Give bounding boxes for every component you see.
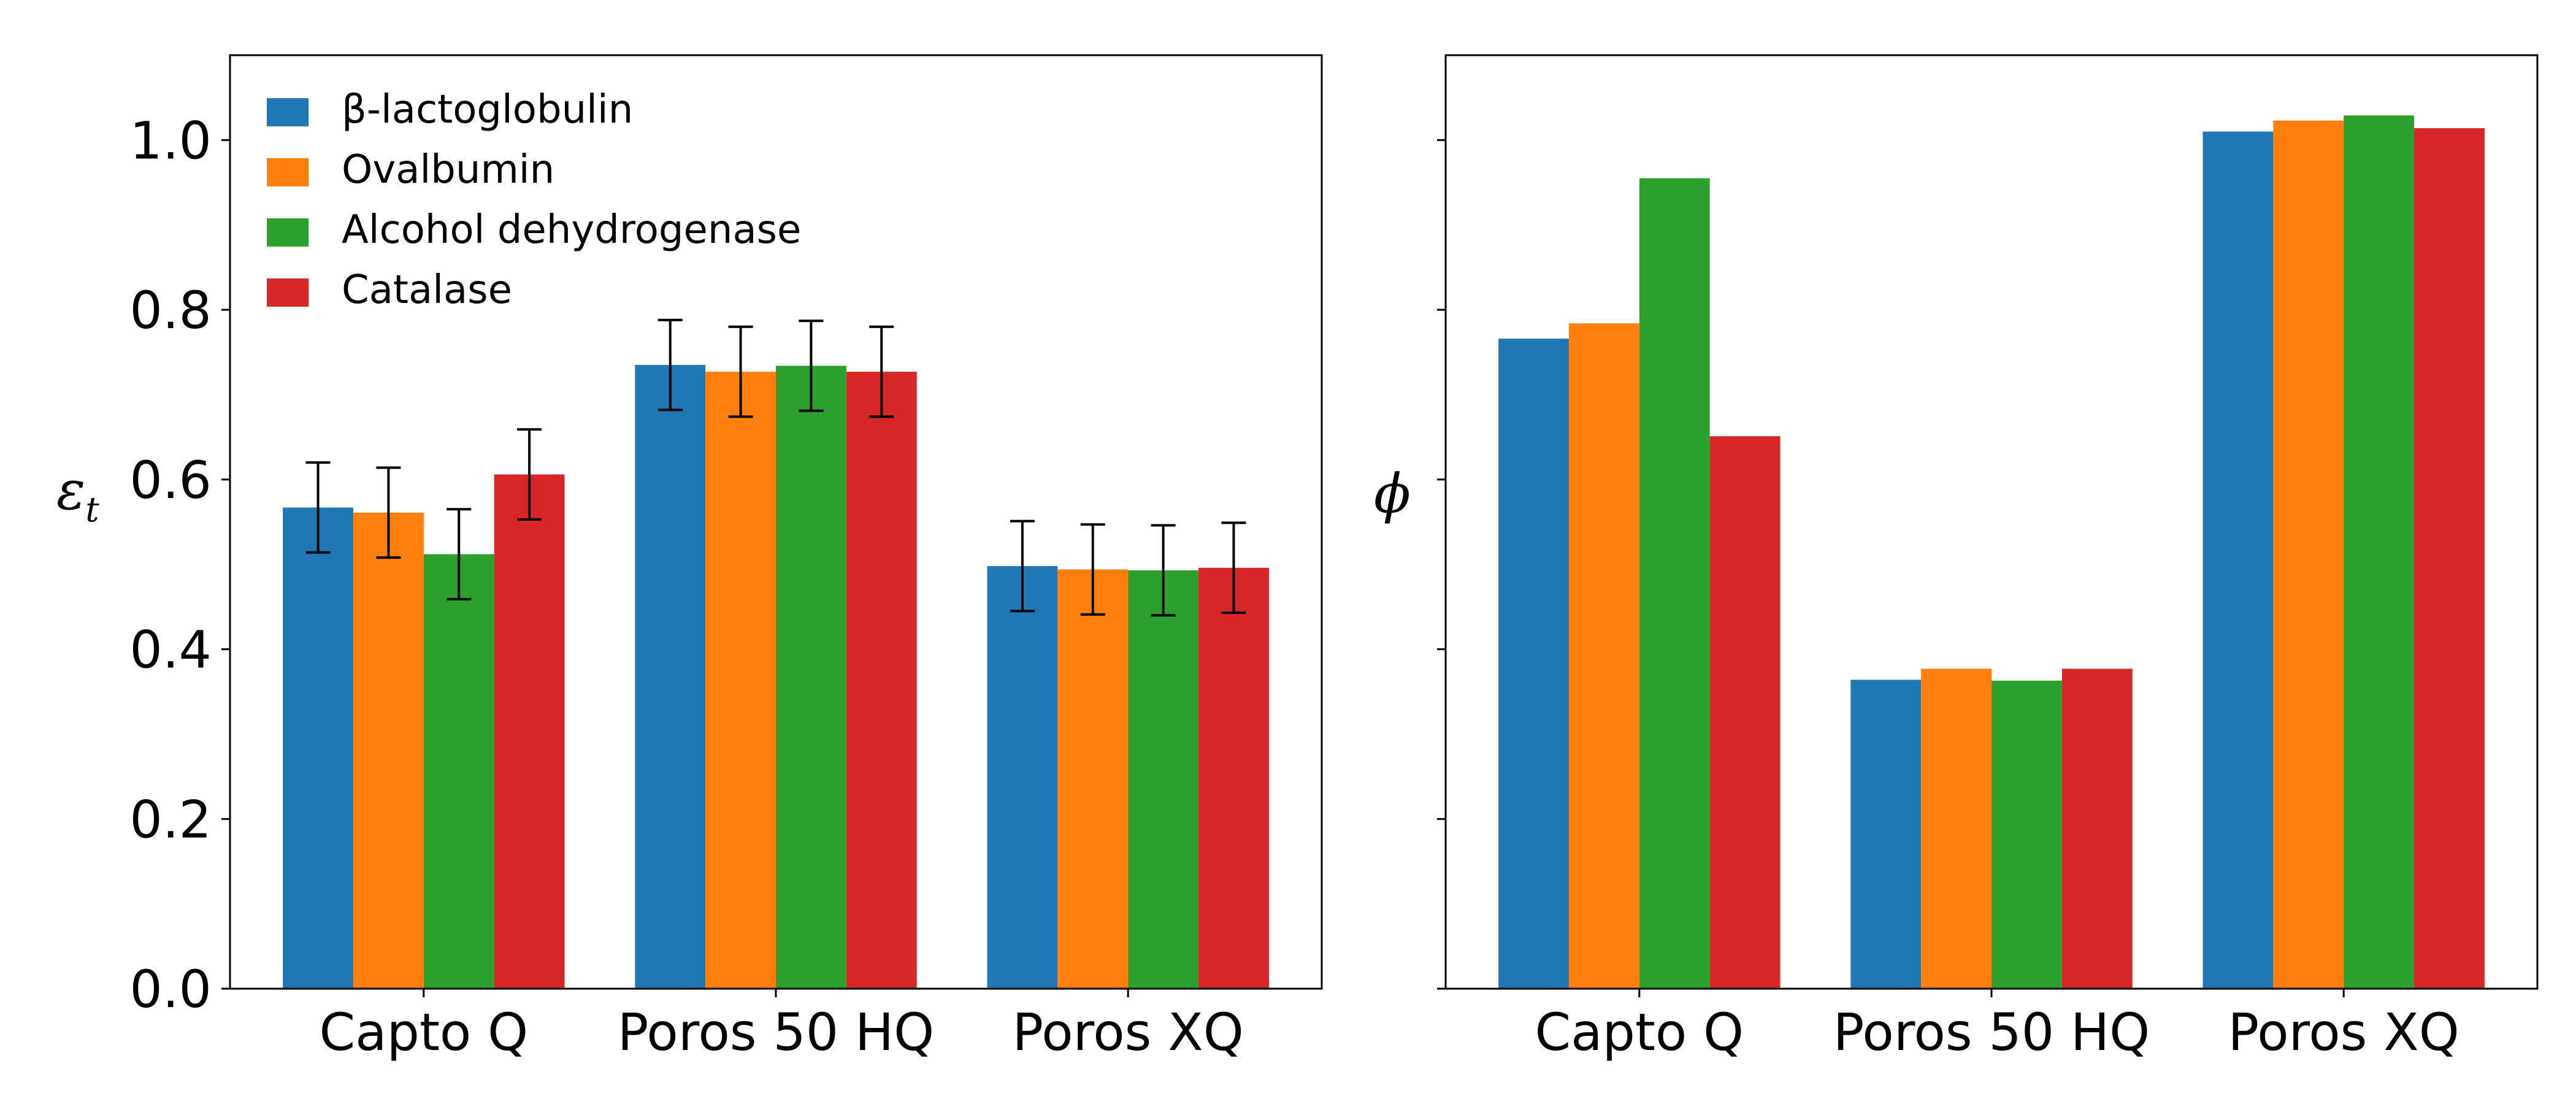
right-xtick-label-2: Poros XQ <box>2228 1002 2459 1062</box>
legend-label-3: Catalase <box>342 267 512 313</box>
right-bar-series1-cat2 <box>2273 120 2344 989</box>
left-ytick-label-1: 0.2 <box>129 789 212 849</box>
legend-swatch-3 <box>267 278 309 307</box>
right-bars <box>1498 115 2485 989</box>
left-bar-series3-cat1 <box>846 372 917 989</box>
right-bar-series1-cat1 <box>1921 669 1991 989</box>
right-panel-phi: Capto Q Poros 50 HQ Poros XQ ϕ <box>1374 54 2539 1062</box>
right-bar-series0-cat1 <box>1850 680 1922 989</box>
left-bar-series3-cat2 <box>1198 567 1269 989</box>
left-ytick-label-5: 1.0 <box>129 110 212 171</box>
legend: β-lactoglobulin Ovalbumin Alcohol dehydrog… <box>267 87 801 313</box>
left-ytick-label-2: 0.4 <box>129 620 212 680</box>
left-bar-series0-cat2 <box>987 565 1058 989</box>
left-bar-series1-cat2 <box>1057 569 1129 989</box>
right-bar-series3-cat1 <box>2061 669 2133 989</box>
right-bar-series2-cat1 <box>1991 680 2062 989</box>
legend-swatch-2 <box>267 218 309 247</box>
right-x-ticks: Capto Q Poros 50 HQ Poros XQ <box>1535 989 2459 1062</box>
left-error-bars <box>305 318 1246 617</box>
right-y-axis-label: ϕ <box>1374 462 1411 525</box>
left-bar-series0-cat1 <box>635 365 706 989</box>
left-xtick-label-2: Poros XQ <box>1013 1002 1244 1062</box>
left-bar-series1-cat0 <box>353 512 424 989</box>
left-bar-series2-cat2 <box>1128 570 1199 989</box>
left-y-ticks: 0.0 0.2 0.4 0.6 0.8 1.0 <box>129 110 230 1019</box>
right-bar-series0-cat0 <box>1498 339 1569 989</box>
right-bar-series0-cat2 <box>2202 131 2274 989</box>
right-bar-series3-cat2 <box>2414 128 2485 989</box>
left-ytick-label-3: 0.6 <box>129 450 212 510</box>
left-bar-series1-cat1 <box>705 372 776 989</box>
left-bar-series2-cat1 <box>776 366 846 989</box>
right-xtick-label-0: Capto Q <box>1535 1002 1744 1062</box>
left-bar-series3-cat0 <box>494 474 565 989</box>
right-bar-series2-cat2 <box>2344 115 2415 989</box>
left-bar-series2-cat0 <box>423 554 494 989</box>
legend-label-0: β-lactoglobulin <box>342 87 633 132</box>
right-bar-series2-cat0 <box>1639 178 1710 989</box>
left-x-ticks: Capto Q Poros 50 HQ Poros XQ <box>320 989 1244 1062</box>
left-xtick-label-0: Capto Q <box>320 1002 529 1062</box>
left-ytick-label-4: 0.8 <box>129 280 212 340</box>
right-y-ticks <box>1437 139 1446 990</box>
legend-label-2: Alcohol dehydrogenase <box>342 207 801 253</box>
legend-swatch-1 <box>267 158 309 186</box>
right-bar-series3-cat0 <box>1709 436 1781 989</box>
legend-label-1: Ovalbumin <box>342 147 554 193</box>
left-bars <box>283 365 1269 989</box>
left-bar-series0-cat0 <box>283 507 353 989</box>
left-ytick-label-0: 0.0 <box>129 959 212 1019</box>
left-panel-epsilon: 0.0 0.2 0.4 0.6 0.8 1.0 Capto Q Poros 50 HQ Por… <box>56 54 1323 1062</box>
legend-swatch-0 <box>267 98 309 126</box>
left-y-axis-label: εt <box>56 459 99 530</box>
left-xtick-label-1: Poros 50 HQ <box>618 1002 934 1062</box>
right-bar-series1-cat0 <box>1568 323 1639 989</box>
right-xtick-label-1: Poros 50 HQ <box>1833 1002 2150 1062</box>
